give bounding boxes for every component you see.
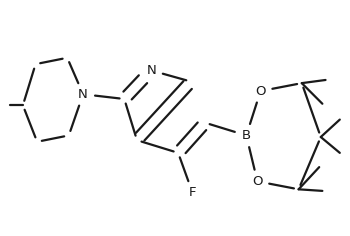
Text: O: O (255, 84, 266, 97)
Text: B: B (242, 129, 251, 142)
Text: N: N (78, 88, 88, 101)
Text: F: F (189, 186, 196, 199)
Text: O: O (252, 175, 262, 188)
Text: N: N (146, 64, 156, 77)
